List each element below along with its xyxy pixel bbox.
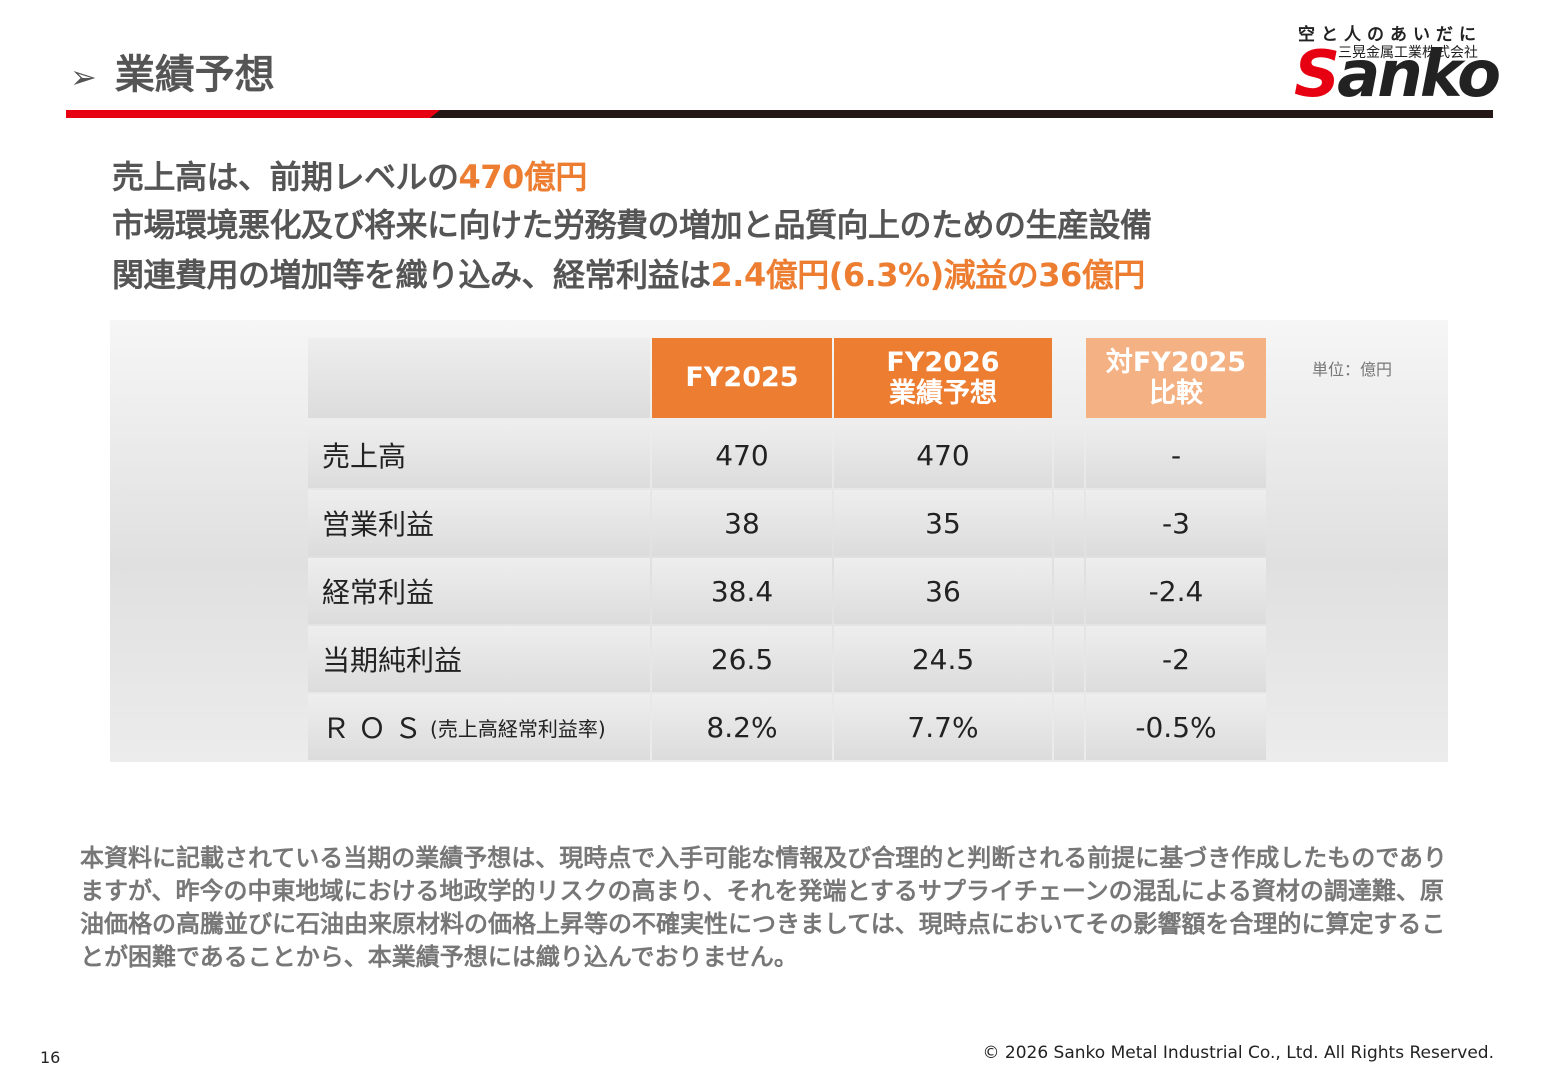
cell-text: 470 (916, 438, 970, 472)
headline: 売上高は、前期レベルの470億円 (112, 152, 587, 198)
title: ➢ 業績予想 (70, 52, 275, 98)
table-cell: 7.7% (834, 694, 1052, 760)
spacer (1054, 558, 1084, 624)
header-cell: FY2025 (652, 338, 832, 418)
cell-text: 26.5 (710, 642, 774, 676)
table-cell: -3 (1086, 490, 1266, 556)
cell-text: 7.7% (907, 710, 979, 744)
copyright: © 2026 Sanko Metal Industrial Co., Ltd. … (982, 1043, 1494, 1063)
headline-highlight: 2.4億円(6.3%)減益の36億円 (710, 256, 1146, 294)
headline-text: 関連費用の増加等を織り込み、経常利益は (112, 256, 711, 294)
cell-text: 営業利益 (322, 508, 435, 541)
header-text: 対FY2025 (1105, 346, 1247, 378)
cell-text: 38.4 (710, 574, 774, 608)
table-cell: 38 (652, 490, 832, 556)
logo-brand: Sanko (1294, 38, 1501, 112)
header-cell: 対FY2025 比較 (1086, 338, 1266, 418)
spacer (1054, 490, 1084, 556)
cell-text: 売上高 (322, 440, 407, 473)
cell-text: -0.5% (1135, 710, 1217, 744)
table-cell: -2.4 (1086, 558, 1266, 624)
table-cell: 470 (652, 422, 832, 488)
logo-company: 三晃金属工業株式会社 (1338, 45, 1478, 61)
spacer (1054, 422, 1084, 488)
table-cell: 38.4 (652, 558, 832, 624)
cell-text: ＲＯＳ (322, 712, 431, 745)
header-text: 業績予想 (889, 378, 997, 409)
spacer (1054, 694, 1084, 760)
cell-text: -2.4 (1148, 574, 1204, 608)
header-cell (308, 338, 650, 418)
table-cell: 当期純利益 (308, 626, 650, 692)
unit: 単位：億円 (1312, 360, 1393, 379)
cell-note: (売上高経常利益率) (430, 716, 606, 741)
cell-text: 当期純利益 (322, 644, 463, 677)
table-cell: 35 (834, 490, 1052, 556)
table-cell: 470 (834, 422, 1052, 488)
cell-text: 470 (715, 438, 769, 472)
table-cell: -2 (1086, 626, 1266, 692)
headline-text: 市場環境悪化及び将来に向けた労務費の増加と品質向上のための生産設備 (112, 206, 1152, 244)
table-cell: -0.5% (1086, 694, 1266, 760)
table-cell: ＲＯＳ (売上高経常利益率) (308, 694, 650, 760)
cell-text: 8.2% (706, 710, 778, 744)
cell-text: - (1170, 438, 1182, 472)
spacer (1054, 626, 1084, 692)
cell-text: 36 (925, 574, 961, 608)
cell-text: 38 (724, 506, 760, 540)
table-cell: 36 (834, 558, 1052, 624)
table-cell: 経常利益 (308, 558, 650, 624)
cell-text: 経常利益 (322, 576, 435, 609)
logo-tagline: 空と人のあいだに (1298, 25, 1482, 45)
headline: 市場環境悪化及び将来に向けた労務費の増加と品質向上のための生産設備 (112, 200, 1152, 246)
headline: 関連費用の増加等を織り込み、経常利益は2.4億円(6.3%)減益の36億円 (112, 250, 1145, 296)
cell-text: 24.5 (911, 642, 975, 676)
cell-text: -3 (1162, 506, 1190, 540)
table-cell: 営業利益 (308, 490, 650, 556)
table-cell: 24.5 (834, 626, 1052, 692)
headline-highlight: 470億円 (458, 158, 588, 196)
header-text: FY2025 (685, 362, 799, 394)
spacer (1054, 338, 1084, 418)
table-cell: - (1086, 422, 1266, 488)
table-cell: 8.2% (652, 694, 832, 760)
table-cell: 26.5 (652, 626, 832, 692)
table-cell: 売上高 (308, 422, 650, 488)
header-text: 比較 (1149, 378, 1203, 409)
page-number: 16 (40, 1048, 61, 1067)
header-cell: FY2026 業績予想 (834, 338, 1052, 418)
title-text: 業績予想 (114, 52, 275, 98)
cell-text: -2 (1162, 642, 1190, 676)
header-bar (66, 110, 1493, 118)
cell-text: 35 (925, 506, 961, 540)
disclaimer: 本資料に記載されている当期の業績予想は、現時点で入手可能な情報及び合理的と判断さ… (80, 844, 1448, 971)
header-text: FY2026 (886, 346, 1000, 378)
headline-text: 売上高は、前期レベルの (112, 158, 459, 196)
